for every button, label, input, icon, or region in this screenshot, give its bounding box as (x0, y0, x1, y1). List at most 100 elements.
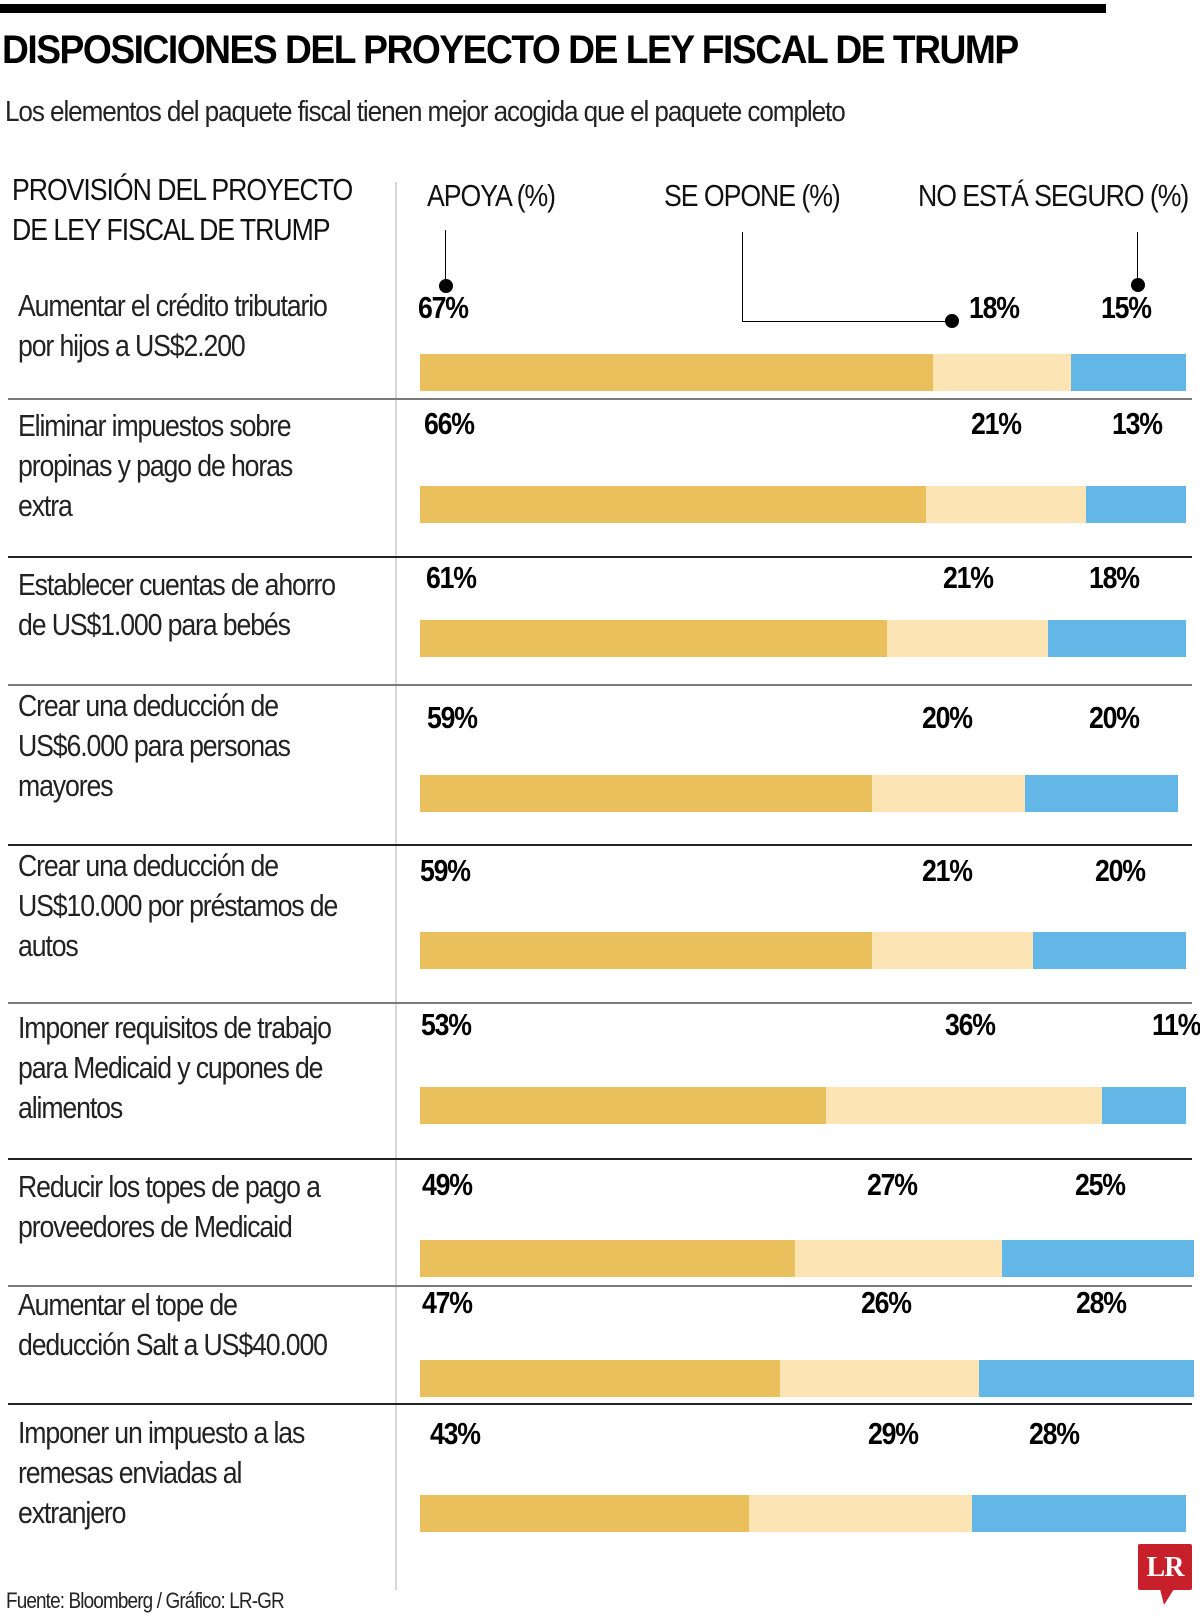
legend-oppose-leader-horizontal (742, 321, 950, 322)
row-divider (8, 1002, 1192, 1004)
provision-header-line-2: DE LEY FISCAL DE TRUMP (12, 212, 331, 247)
category-label-line: Reducir los topes de pago a (18, 1169, 321, 1204)
category-label-line: Aumentar el tope de (18, 1287, 238, 1322)
value-label-support: 47% (422, 1285, 473, 1320)
category-label: Eliminar impuestos sobre propinas y pago … (18, 406, 396, 526)
bar-segment-unsure (971, 1495, 1186, 1532)
value-label-support: 59% (427, 700, 478, 735)
category-label-line: Establecer cuentas de ahorro (18, 567, 336, 602)
category-label: Crear una deducción de US$6.000 para pers… (18, 686, 396, 806)
top-rule (0, 4, 1106, 13)
value-label-support: 61% (426, 560, 477, 595)
value-label-oppose: 21% (943, 560, 994, 595)
bar-segment-support (420, 486, 926, 523)
bar-segment-support (420, 354, 934, 391)
provision-header-line-1: PROVISIÓN DEL PROYECTO (12, 172, 353, 207)
category-label-line: alimentos (18, 1090, 123, 1125)
category-label-line: por hijos a US$2.200 (18, 328, 246, 363)
value-label-unsure: 20% (1089, 700, 1140, 735)
value-label-unsure: 28% (1076, 1285, 1127, 1320)
bar-segment-support (420, 1495, 750, 1532)
row-divider (8, 556, 1192, 558)
provision-column-header: PROVISIÓN DEL PROYECTO DE LEY FISCAL DE … (12, 170, 353, 250)
category-label: Imponer requisitos de trabajo para Medica… (18, 1008, 396, 1128)
legend-unsure: NO ESTÁ SEGURO (%) (918, 178, 1189, 213)
bar-segment-unsure (1025, 775, 1179, 812)
value-label-oppose: 21% (922, 853, 973, 888)
value-label-oppose: 18% (969, 290, 1020, 325)
category-label-line: Imponer requisitos de trabajo (18, 1010, 332, 1045)
bar-segment-oppose (825, 1087, 1102, 1124)
legend-support-leader (445, 230, 446, 280)
category-label: Aumentar el crédito tributario por hijos … (18, 286, 396, 366)
bar-segment-unsure (1071, 354, 1186, 391)
chart-subtitle: Los elementos del paquete fiscal tienen … (5, 96, 846, 128)
value-label-support: 66% (424, 406, 475, 441)
category-label-line: Crear una deducción de (18, 848, 279, 883)
category-label-line: autos (18, 928, 79, 963)
value-label-support: 43% (430, 1416, 481, 1451)
bar-segment-oppose (795, 1240, 1003, 1277)
category-label-line: proveedores de Medicaid (18, 1209, 293, 1244)
value-label-unsure: 15% (1101, 290, 1152, 325)
legend-oppose-leader-vertical (742, 232, 743, 322)
legend-unsure-leader (1137, 232, 1138, 280)
row-divider (8, 1158, 1192, 1160)
row-divider (8, 398, 1192, 400)
bar-segment-support (420, 1087, 826, 1124)
category-label-line: propinas y pago de horas (18, 448, 293, 483)
category-label-line: US$6.000 para personas (18, 728, 291, 763)
value-label-support: 53% (421, 1007, 472, 1042)
legend-unsure-dot (1131, 278, 1145, 292)
value-label-unsure: 11% (1152, 1007, 1200, 1042)
bar-segment-support (420, 1240, 796, 1277)
lr-logo-tail (1160, 1589, 1174, 1605)
legend-oppose-dot (945, 314, 959, 328)
category-label-line: extranjero (18, 1495, 126, 1530)
category-label: Imponer un impuesto a las remesas enviada… (18, 1413, 396, 1533)
legend-support: APOYA (%) (427, 178, 556, 213)
lr-logo: LR (1138, 1544, 1192, 1590)
category-label-line: US$10.000 por préstamos de (18, 888, 338, 923)
category-label-line: Crear una deducción de (18, 688, 279, 723)
bar-segment-support (420, 620, 888, 657)
value-label-support: 59% (420, 853, 471, 888)
category-label-line: deducción Salt a US$40.000 (18, 1327, 328, 1362)
bar-segment-oppose (780, 1360, 980, 1397)
value-label-oppose: 27% (867, 1167, 918, 1202)
category-label-line: Imponer un impuesto a las (18, 1415, 305, 1450)
category-label-line: remesas enviadas al (18, 1455, 242, 1490)
value-label-oppose: 36% (945, 1007, 996, 1042)
value-label-oppose: 29% (868, 1416, 919, 1451)
row-divider (8, 844, 1192, 846)
bar-segment-unsure (1002, 1240, 1194, 1277)
legend-support-dot (439, 279, 453, 293)
value-label-unsure: 13% (1112, 406, 1163, 441)
bar-segment-oppose (871, 932, 1033, 969)
value-label-oppose: 21% (971, 406, 1022, 441)
bar-segment-oppose (933, 354, 1072, 391)
legend-oppose: SE OPONE (%) (664, 178, 841, 213)
value-label-unsure: 28% (1029, 1416, 1080, 1451)
category-label: Reducir los topes de pago a proveedores d… (18, 1167, 396, 1247)
chart-title: DISPOSICIONES DEL PROYECTO DE LEY FISCAL… (2, 28, 1019, 72)
value-label-oppose: 20% (922, 700, 973, 735)
bar-segment-oppose (887, 620, 1049, 657)
bar-segment-unsure (1032, 932, 1186, 969)
category-label-line: para Medicaid y cupones de (18, 1050, 324, 1085)
category-label: Crear una deducción de US$10.000 por prés… (18, 846, 396, 966)
bar-segment-oppose (925, 486, 1087, 523)
value-label-unsure: 25% (1075, 1167, 1126, 1202)
value-label-support: 49% (422, 1167, 473, 1202)
bar-segment-unsure (1086, 486, 1186, 523)
row-divider (8, 684, 1192, 686)
category-label: Establecer cuentas de ahorro de US$1.000 … (18, 565, 396, 645)
bar-segment-oppose (871, 775, 1026, 812)
row-divider (8, 1403, 1192, 1405)
category-label-line: Eliminar impuestos sobre (18, 408, 292, 443)
category-label-line: Aumentar el crédito tributario (18, 288, 328, 323)
category-label-line: extra (18, 488, 73, 523)
column-divider (395, 182, 397, 1590)
value-label-unsure: 20% (1095, 853, 1146, 888)
row-divider (8, 1285, 1192, 1287)
